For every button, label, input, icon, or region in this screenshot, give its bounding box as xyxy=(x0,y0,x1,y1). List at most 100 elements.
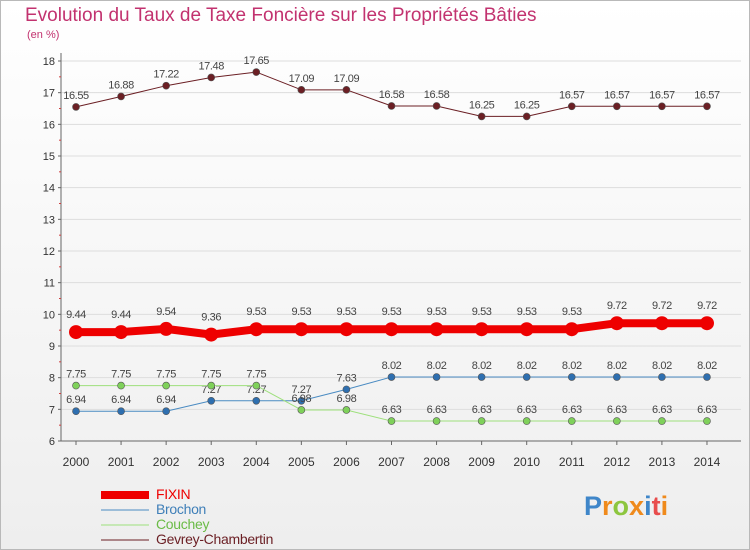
data-point xyxy=(72,407,80,416)
data-point xyxy=(477,417,486,425)
data-label: 8.02 xyxy=(562,360,582,372)
data-point xyxy=(252,381,261,390)
data-point xyxy=(117,92,125,101)
data-point xyxy=(162,407,170,416)
data-point xyxy=(703,417,711,425)
data-label: 6.94 xyxy=(156,394,176,406)
x-tick-label: 2001 xyxy=(108,455,135,469)
data-point xyxy=(429,322,444,337)
data-label: 9.53 xyxy=(427,306,447,318)
data-point xyxy=(522,112,531,121)
data-point xyxy=(564,322,579,337)
legend-swatch xyxy=(101,539,149,540)
data-point xyxy=(117,407,125,416)
data-point xyxy=(703,373,711,381)
x-tick-label: 2003 xyxy=(198,455,225,469)
data-label: 6.63 xyxy=(562,404,582,416)
data-point xyxy=(252,396,261,405)
data-point xyxy=(342,406,351,414)
data-label: 6.98 xyxy=(337,393,357,405)
data-point xyxy=(72,103,80,111)
x-tick-label: 2000 xyxy=(63,455,90,469)
data-label: 7.75 xyxy=(156,369,176,381)
data-point xyxy=(72,381,80,390)
brand-letter: P xyxy=(584,491,603,521)
x-tick-label: 2009 xyxy=(468,455,495,469)
legend-label: Brochon xyxy=(156,501,207,517)
data-label: 6.98 xyxy=(291,393,311,405)
data-point xyxy=(699,316,714,331)
data-point xyxy=(658,417,666,425)
chart-title: Evolution du Taux de Taxe Foncière sur l… xyxy=(25,5,537,26)
x-tick-label: 2010 xyxy=(513,455,540,469)
data-label: 8.02 xyxy=(382,360,402,372)
data-point xyxy=(474,322,489,337)
data-label: 9.53 xyxy=(517,306,537,318)
data-point xyxy=(342,385,351,394)
x-tick-label: 2006 xyxy=(333,455,360,469)
data-point xyxy=(339,322,354,337)
data-label: 16.25 xyxy=(514,99,540,111)
data-label: 6.63 xyxy=(382,404,402,416)
data-point xyxy=(114,325,129,340)
data-label: 9.72 xyxy=(697,300,717,312)
y-tick-label: 14 xyxy=(43,183,55,195)
data-label: 6.63 xyxy=(472,404,492,416)
x-tick-label: 2012 xyxy=(603,455,630,469)
data-label: 9.53 xyxy=(382,306,402,318)
x-tick-label: 2002 xyxy=(153,455,180,469)
data-label: 7.27 xyxy=(246,384,266,396)
data-point xyxy=(159,321,174,336)
y-tick-label: 18 xyxy=(43,56,55,68)
data-label: 16.57 xyxy=(694,89,720,101)
data-label: 8.02 xyxy=(472,360,492,372)
data-label: 9.53 xyxy=(246,306,266,318)
x-tick-label: 2011 xyxy=(559,455,585,469)
data-point xyxy=(703,102,711,111)
brand-letter: i xyxy=(644,491,652,521)
data-label: 17.48 xyxy=(198,60,224,72)
data-point xyxy=(207,396,216,405)
data-point xyxy=(522,373,531,381)
data-label: 9.53 xyxy=(562,306,582,318)
y-tick-label: 10 xyxy=(43,309,55,321)
data-point xyxy=(162,81,170,90)
data-label: 16.57 xyxy=(604,89,630,101)
legend-swatch xyxy=(101,509,149,510)
data-label: 8.02 xyxy=(607,360,627,372)
data-label: 6.94 xyxy=(66,394,86,406)
x-tick-label: 2008 xyxy=(423,455,450,469)
data-label: 6.63 xyxy=(652,404,672,416)
data-label: 7.75 xyxy=(246,369,266,381)
data-point xyxy=(477,112,486,121)
data-point xyxy=(567,417,576,425)
data-label: 9.36 xyxy=(201,312,221,324)
data-label: 16.57 xyxy=(649,89,675,101)
unit-label: (en %) xyxy=(27,29,60,41)
y-tick-label: 13 xyxy=(43,214,55,226)
data-label: 16.88 xyxy=(108,79,134,91)
x-tick-label: 2004 xyxy=(243,455,270,469)
data-label: 9.54 xyxy=(156,306,176,318)
x-tick-label: 2013 xyxy=(649,455,676,469)
y-tick-label: 9 xyxy=(49,341,55,353)
data-point xyxy=(207,381,216,390)
data-point xyxy=(654,316,669,331)
data-point xyxy=(387,102,396,110)
data-label: 7.75 xyxy=(111,369,131,381)
y-tick-label: 12 xyxy=(43,246,55,258)
data-point xyxy=(342,86,351,94)
data-label: 9.53 xyxy=(337,306,357,318)
data-point xyxy=(613,102,621,111)
data-point xyxy=(249,322,264,337)
legend-label: Gevrey-Chambertin xyxy=(156,531,274,547)
data-label: 7.27 xyxy=(291,384,311,396)
data-label: 8.02 xyxy=(517,360,537,372)
data-point xyxy=(613,417,621,425)
data-point xyxy=(658,373,666,381)
data-point xyxy=(162,381,170,390)
data-label: 7.27 xyxy=(201,384,221,396)
data-point xyxy=(252,68,261,76)
data-point xyxy=(117,381,125,390)
data-label: 6.63 xyxy=(517,404,537,416)
